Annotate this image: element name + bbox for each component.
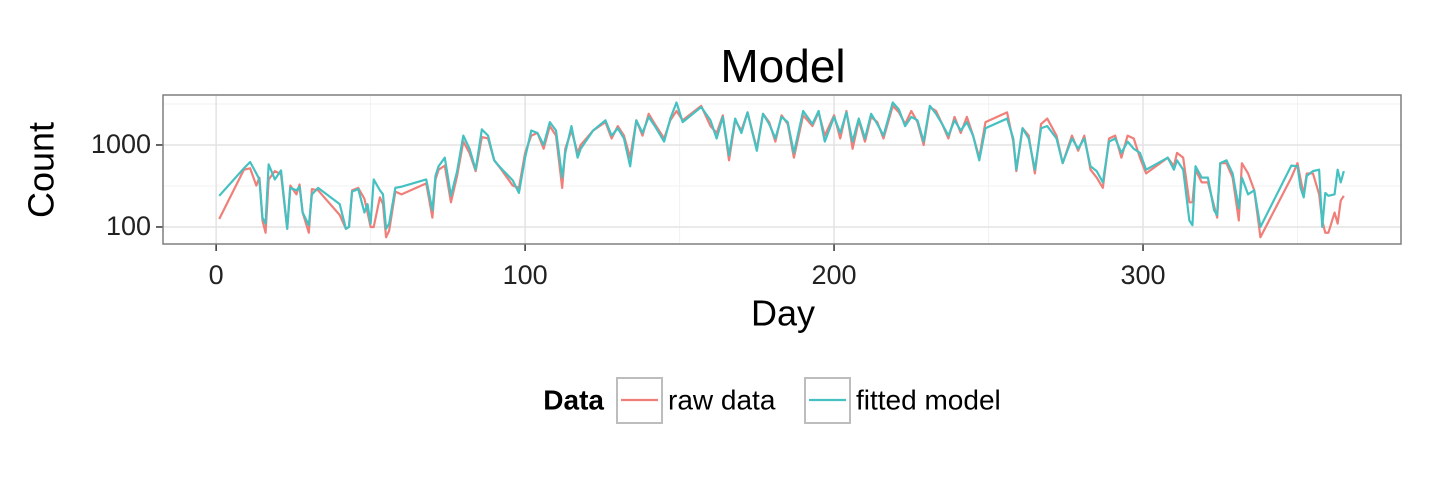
x-tick-label: 200 [812, 260, 857, 290]
plot-border [162, 94, 1402, 245]
x-tick-label: 0 [209, 260, 224, 290]
data-line [218, 101, 1345, 230]
x-axis-title: Day [751, 293, 815, 334]
legend-title: Data [543, 384, 604, 415]
y-axis-title: Count [21, 122, 62, 218]
legend-label: raw data [668, 384, 776, 415]
y-tick-label: 100 [106, 211, 151, 241]
y-tick-label: 1000 [91, 129, 151, 159]
chart-title: Model [720, 40, 845, 92]
legend-label: fitted model [856, 384, 1001, 415]
x-tick-label: 300 [1120, 260, 1165, 290]
x-tick-label: 100 [503, 260, 548, 290]
